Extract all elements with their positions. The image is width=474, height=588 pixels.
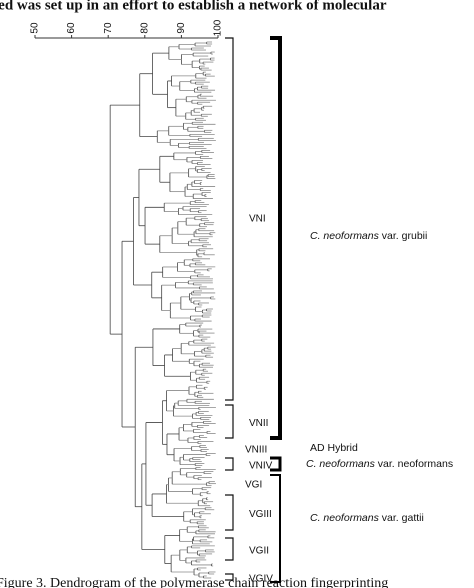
group-label: VGI bbox=[245, 480, 262, 491]
group-bracket bbox=[225, 37, 234, 401]
species: C. neoformans bbox=[310, 230, 380, 242]
group-label: VNI bbox=[249, 214, 266, 225]
variety-bracket bbox=[270, 456, 282, 472]
scale-label: 90 bbox=[176, 22, 187, 34]
variety-label: AD Hybrid bbox=[310, 442, 358, 454]
group-label: VNIII bbox=[245, 445, 267, 456]
group-bracket bbox=[225, 494, 234, 531]
group-label: VGIV bbox=[249, 574, 273, 585]
variety-bracket bbox=[270, 474, 281, 583]
group-label: VNIV bbox=[249, 461, 273, 472]
scale-label: 80 bbox=[139, 22, 150, 34]
caption: Figure 3. Dendrogram of the polymerase c… bbox=[0, 576, 388, 588]
scale-label: 60 bbox=[66, 22, 77, 34]
variety: var. grubii bbox=[382, 230, 428, 242]
group-bracket bbox=[225, 457, 234, 471]
group-bracket bbox=[225, 404, 234, 439]
species: C. neoformans bbox=[306, 458, 376, 470]
variety-label: C. neoformans var. neoformans bbox=[306, 458, 453, 470]
group-bracket bbox=[225, 573, 234, 581]
group-label: VGIII bbox=[249, 509, 272, 520]
species: C. neoformans bbox=[310, 512, 380, 524]
group-bracket bbox=[225, 537, 234, 561]
group-label: VNII bbox=[249, 418, 268, 429]
variety-bracket bbox=[270, 36, 282, 440]
header-text: ied was set up in an effort to establish… bbox=[0, 0, 387, 13]
group-label: VGII bbox=[249, 546, 269, 557]
scale-label: 50 bbox=[30, 22, 41, 34]
variety: var. neoformans bbox=[378, 458, 453, 470]
dendrogram bbox=[109, 41, 216, 579]
variety-label: C. neoformans var. grubii bbox=[310, 230, 427, 242]
scale-label: 100 bbox=[213, 19, 224, 36]
variety: AD Hybrid bbox=[310, 442, 358, 454]
variety-label: C. neoformans var. gattii bbox=[310, 512, 424, 524]
variety: var. gattii bbox=[382, 512, 424, 524]
scale-label: 70 bbox=[103, 22, 114, 34]
